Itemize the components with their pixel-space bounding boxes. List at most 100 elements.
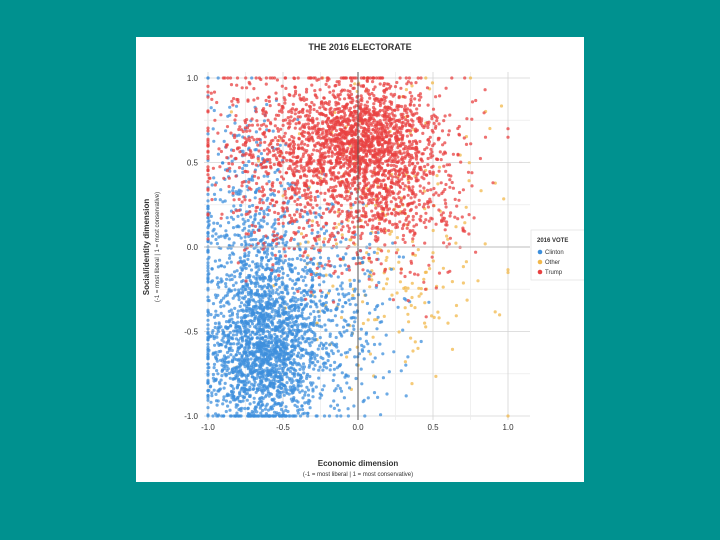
point-clinton <box>305 261 309 265</box>
point-trump <box>402 151 406 155</box>
point-clinton <box>251 342 255 346</box>
point-other <box>465 298 469 302</box>
point-trump <box>378 169 382 173</box>
point-clinton <box>338 264 342 268</box>
point-other <box>410 281 414 285</box>
point-trump <box>403 156 407 160</box>
point-clinton <box>269 242 273 247</box>
point-clinton <box>234 281 238 285</box>
x-tick-label: 0.5 <box>427 423 439 432</box>
point-clinton <box>352 310 356 314</box>
point-clinton <box>281 241 285 245</box>
point-clinton <box>206 132 210 136</box>
point-clinton <box>284 371 288 375</box>
point-trump <box>319 147 323 151</box>
point-clinton <box>312 309 316 314</box>
point-clinton <box>354 376 358 381</box>
point-clinton <box>293 346 297 350</box>
point-clinton <box>299 303 303 307</box>
point-clinton <box>297 286 301 291</box>
point-clinton <box>267 394 271 398</box>
point-clinton <box>313 318 317 322</box>
point-clinton <box>284 358 288 362</box>
point-clinton <box>277 266 281 270</box>
point-clinton <box>296 388 300 392</box>
point-clinton <box>243 235 247 239</box>
point-clinton <box>274 350 279 354</box>
point-trump <box>280 107 284 112</box>
point-clinton <box>324 301 328 305</box>
point-trump <box>327 100 332 104</box>
point-trump <box>372 102 376 106</box>
point-clinton <box>345 323 350 327</box>
point-clinton <box>298 367 302 371</box>
point-trump <box>387 115 391 119</box>
point-trump <box>268 104 272 108</box>
point-clinton <box>281 369 285 373</box>
point-clinton <box>223 372 227 376</box>
point-trump <box>380 142 384 147</box>
point-trump <box>401 172 406 176</box>
point-trump <box>287 110 291 114</box>
point-clinton <box>290 414 295 418</box>
point-trump <box>404 108 408 112</box>
point-clinton <box>206 362 210 366</box>
point-clinton <box>258 367 262 371</box>
point-trump <box>289 159 293 163</box>
point-clinton <box>259 352 263 356</box>
point-trump <box>262 241 266 245</box>
point-trump <box>235 76 240 80</box>
point-clinton <box>322 266 326 270</box>
point-clinton <box>339 389 344 393</box>
point-other <box>406 312 410 316</box>
point-clinton <box>270 251 274 255</box>
point-trump <box>393 127 397 131</box>
point-clinton <box>245 276 249 280</box>
point-clinton <box>292 358 296 362</box>
point-trump <box>365 100 369 104</box>
point-trump <box>216 131 220 135</box>
point-trump <box>336 120 340 124</box>
point-clinton <box>217 350 221 354</box>
point-clinton <box>214 296 218 300</box>
point-trump <box>397 105 401 109</box>
point-trump <box>261 112 265 116</box>
point-clinton <box>297 309 301 313</box>
point-clinton <box>237 133 241 137</box>
point-trump <box>225 156 229 160</box>
point-trump <box>265 157 270 162</box>
point-clinton <box>290 381 294 385</box>
point-clinton <box>338 331 342 335</box>
point-clinton <box>345 329 349 333</box>
point-clinton <box>333 360 337 364</box>
point-other <box>397 330 401 334</box>
point-trump <box>464 142 469 146</box>
point-clinton <box>206 279 210 283</box>
point-clinton <box>287 310 291 314</box>
point-clinton <box>206 398 210 402</box>
point-clinton <box>238 256 242 260</box>
point-trump <box>354 104 358 108</box>
point-clinton <box>375 327 379 331</box>
point-trump <box>371 159 376 163</box>
point-clinton <box>278 338 282 342</box>
point-clinton <box>264 334 268 338</box>
point-trump <box>389 102 393 106</box>
point-trump <box>443 187 447 192</box>
point-clinton <box>406 355 410 359</box>
point-trump <box>378 108 382 113</box>
point-clinton <box>373 375 377 379</box>
point-trump <box>238 125 242 129</box>
point-clinton <box>301 379 305 383</box>
point-clinton <box>246 257 250 261</box>
point-trump <box>313 124 317 128</box>
point-clinton <box>293 303 297 307</box>
point-trump <box>297 110 301 115</box>
point-clinton <box>351 315 355 320</box>
point-clinton <box>273 218 277 222</box>
point-clinton <box>271 289 275 293</box>
point-trump <box>417 103 422 107</box>
point-clinton <box>340 371 344 375</box>
point-clinton <box>401 328 405 332</box>
point-clinton <box>265 266 269 270</box>
